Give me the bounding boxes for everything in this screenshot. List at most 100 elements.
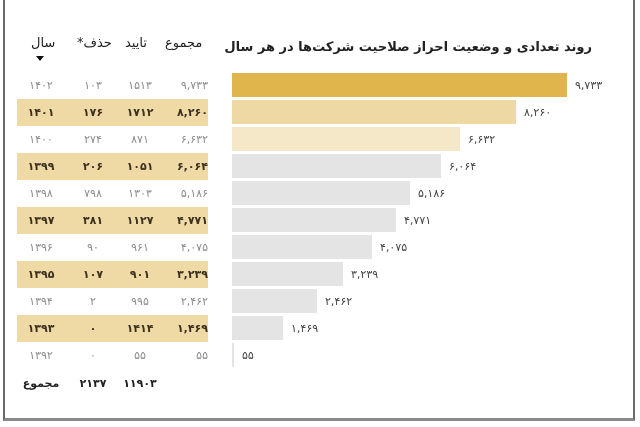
cell-total: ۵۵	[196, 349, 208, 362]
table-row[interactable]: ۱۳۹۶ ۹۰ ۹۶۱ ۴,۰۷۵	[17, 234, 208, 261]
cell-total: ۸,۲۶۰	[176, 106, 208, 119]
cell-approved: ۹۰۱	[129, 268, 151, 281]
cell-deleted: ۰	[89, 322, 97, 335]
cell-year: ۱۳۹۸	[29, 187, 53, 200]
cell-deleted: ۳۸۱	[82, 214, 104, 227]
cell-year: ۱۳۹۴	[29, 295, 53, 308]
cell-deleted: ۱۰۳	[84, 79, 102, 92]
bar[interactable]	[232, 154, 441, 178]
data-table: سال حذف* تایید مجموع ۱۴۰۲ ۱۰۳ ۱۵۱۳ ۹,۷۳۳ ۱۴۰…	[17, 32, 208, 395]
cell-total: ۲,۴۶۲	[180, 295, 208, 308]
bar-value-label: ۸,۲۶۰	[524, 106, 552, 119]
cell-total: ۴,۷۷۱	[176, 214, 208, 227]
bar[interactable]	[232, 100, 516, 124]
cell-deleted: ۱۰۷	[82, 268, 104, 281]
bar-row: ۸,۲۶۰	[232, 99, 622, 126]
cell-approved: ۱۰۵۱	[126, 160, 154, 173]
header-year[interactable]: سال	[31, 36, 56, 51]
cell-total: ۶,۶۳۲	[180, 133, 208, 146]
bar-row: ۹,۷۳۳	[232, 72, 622, 99]
cell-deleted: ۹۰	[87, 241, 99, 254]
table-row[interactable]: ۱۳۹۸ ۷۹۸ ۱۳۰۳ ۵,۱۸۶	[17, 180, 208, 207]
bar[interactable]	[232, 343, 234, 367]
sort-desc-icon[interactable]	[36, 56, 44, 61]
bar-value-label: ۶,۶۳۲	[468, 133, 496, 146]
cell-approved: ۱۳۰۳	[128, 187, 152, 200]
cell-deleted: ۲	[90, 295, 96, 308]
table-body: ۱۴۰۲ ۱۰۳ ۱۵۱۳ ۹,۷۳۳ ۱۴۰۱ ۱۷۶ ۱۷۱۲ ۸,۲۶۰ ۱۴۰۰ ۲۷۴ ۸…	[17, 72, 208, 369]
cell-deleted: ۷۹۸	[84, 187, 102, 200]
bar[interactable]	[232, 127, 460, 151]
table-row[interactable]: ۱۳۹۵ ۱۰۷ ۹۰۱ ۳,۲۳۹	[17, 261, 208, 288]
chart-title: روند تعدادی و وضعیت احراز صلاحیت شرکت‌ها…	[224, 40, 592, 55]
bar-row: ۵۵	[232, 342, 622, 369]
bar[interactable]	[232, 289, 317, 313]
bar[interactable]	[232, 316, 283, 340]
table-row[interactable]: ۱۴۰۱ ۱۷۶ ۱۷۱۲ ۸,۲۶۰	[17, 99, 208, 126]
bar[interactable]	[232, 208, 396, 232]
cell-year: ۱۳۹۲	[29, 349, 53, 362]
cell-year: ۱۳۹۳	[27, 322, 55, 335]
cell-approved: ۱۴۱۴	[126, 322, 154, 335]
cell-year: ۱۳۹۹	[27, 160, 55, 173]
bar-row: ۴,۷۷۱	[232, 207, 622, 234]
cell-approved: ۹۶۱	[131, 241, 149, 254]
footer-approved: ۱۱۹۰۳	[123, 377, 157, 390]
bar[interactable]	[232, 181, 410, 205]
cell-approved: ۹۹۵	[131, 295, 149, 308]
bar-row: ۶,۶۳۲	[232, 126, 622, 153]
header-approved[interactable]: تایید	[125, 36, 147, 51]
cell-deleted: ۲۷۴	[84, 133, 102, 146]
cell-approved: ۸۷۱	[131, 133, 149, 146]
cell-deleted: ۱۷۶	[82, 106, 104, 119]
table-header: سال حذف* تایید مجموع	[17, 32, 208, 72]
cell-year: ۱۴۰۲	[29, 79, 53, 92]
cell-deleted: ۲۰۶	[82, 160, 104, 173]
cell-total: ۵,۱۸۶	[180, 187, 208, 200]
bar-value-label: ۲,۴۶۲	[325, 295, 353, 308]
cell-year: ۱۳۹۷	[27, 214, 55, 227]
table-footer: مجموع ۲۱۳۷ ۱۱۹۰۳	[17, 369, 208, 395]
bar-value-label: ۱,۴۶۹	[291, 322, 319, 335]
cell-total: ۶,۰۶۴	[176, 160, 208, 173]
table-row[interactable]: ۱۳۹۹ ۲۰۶ ۱۰۵۱ ۶,۰۶۴	[17, 153, 208, 180]
bar-value-label: ۴,۷۷۱	[404, 214, 432, 227]
bar-value-label: ۴,۰۷۵	[380, 241, 408, 254]
bar-row: ۱,۴۶۹	[232, 315, 622, 342]
table-row[interactable]: ۱۴۰۰ ۲۷۴ ۸۷۱ ۶,۶۳۲	[17, 126, 208, 153]
header-deleted[interactable]: حذف*	[77, 36, 112, 51]
bar-value-label: ۹,۷۳۳	[575, 79, 603, 92]
cell-approved: ۱۵۱۳	[128, 79, 152, 92]
bars-container: ۹,۷۳۳ ۸,۲۶۰ ۶,۶۳۲ ۶,۰۶۴ ۵,۱۸۶ ۴,۷۷۱ ۴,۰۷۵ ۳,۲۳۹…	[232, 72, 622, 369]
table-row[interactable]: ۱۴۰۲ ۱۰۳ ۱۵۱۳ ۹,۷۳۳	[17, 72, 208, 99]
header-total[interactable]: مجموع	[165, 36, 203, 51]
cell-year: ۱۳۹۶	[29, 241, 53, 254]
bar-chart: روند تعدادی و وضعیت احراز صلاحیت شرکت‌ها…	[220, 32, 630, 392]
cell-total: ۱,۴۶۹	[176, 322, 208, 335]
figure-frame	[3, 0, 635, 421]
cell-approved: ۱۱۲۷	[126, 214, 154, 227]
cell-year: ۱۴۰۱	[27, 106, 55, 119]
bar-value-label: ۵۵	[242, 349, 254, 362]
bar-row: ۶,۰۶۴	[232, 153, 622, 180]
cell-year: ۱۴۰۰	[29, 133, 53, 146]
bar[interactable]	[232, 73, 567, 97]
bar-row: ۳,۲۳۹	[232, 261, 622, 288]
cell-total: ۴,۰۷۵	[180, 241, 208, 254]
cell-total: ۹,۷۳۳	[180, 79, 208, 92]
footer-label: مجموع	[22, 377, 60, 390]
table-row[interactable]: ۱۳۹۷ ۳۸۱ ۱۱۲۷ ۴,۷۷۱	[17, 207, 208, 234]
bar-value-label: ۶,۰۶۴	[449, 160, 477, 173]
table-row[interactable]: ۱۳۹۳ ۰ ۱۴۱۴ ۱,۴۶۹	[17, 315, 208, 342]
bar[interactable]	[232, 262, 343, 286]
bar[interactable]	[232, 235, 372, 259]
cell-approved: ۵۵	[134, 349, 146, 362]
bar-value-label: ۳,۲۳۹	[351, 268, 379, 281]
cell-approved: ۱۷۱۲	[126, 106, 154, 119]
bar-row: ۵,۱۸۶	[232, 180, 622, 207]
table-row[interactable]: ۱۳۹۴ ۲ ۹۹۵ ۲,۴۶۲	[17, 288, 208, 315]
bar-value-label: ۵,۱۸۶	[418, 187, 446, 200]
table-row[interactable]: ۱۳۹۲ ۰ ۵۵ ۵۵	[17, 342, 208, 369]
cell-total: ۳,۲۳۹	[176, 268, 208, 281]
bar-row: ۲,۴۶۲	[232, 288, 622, 315]
